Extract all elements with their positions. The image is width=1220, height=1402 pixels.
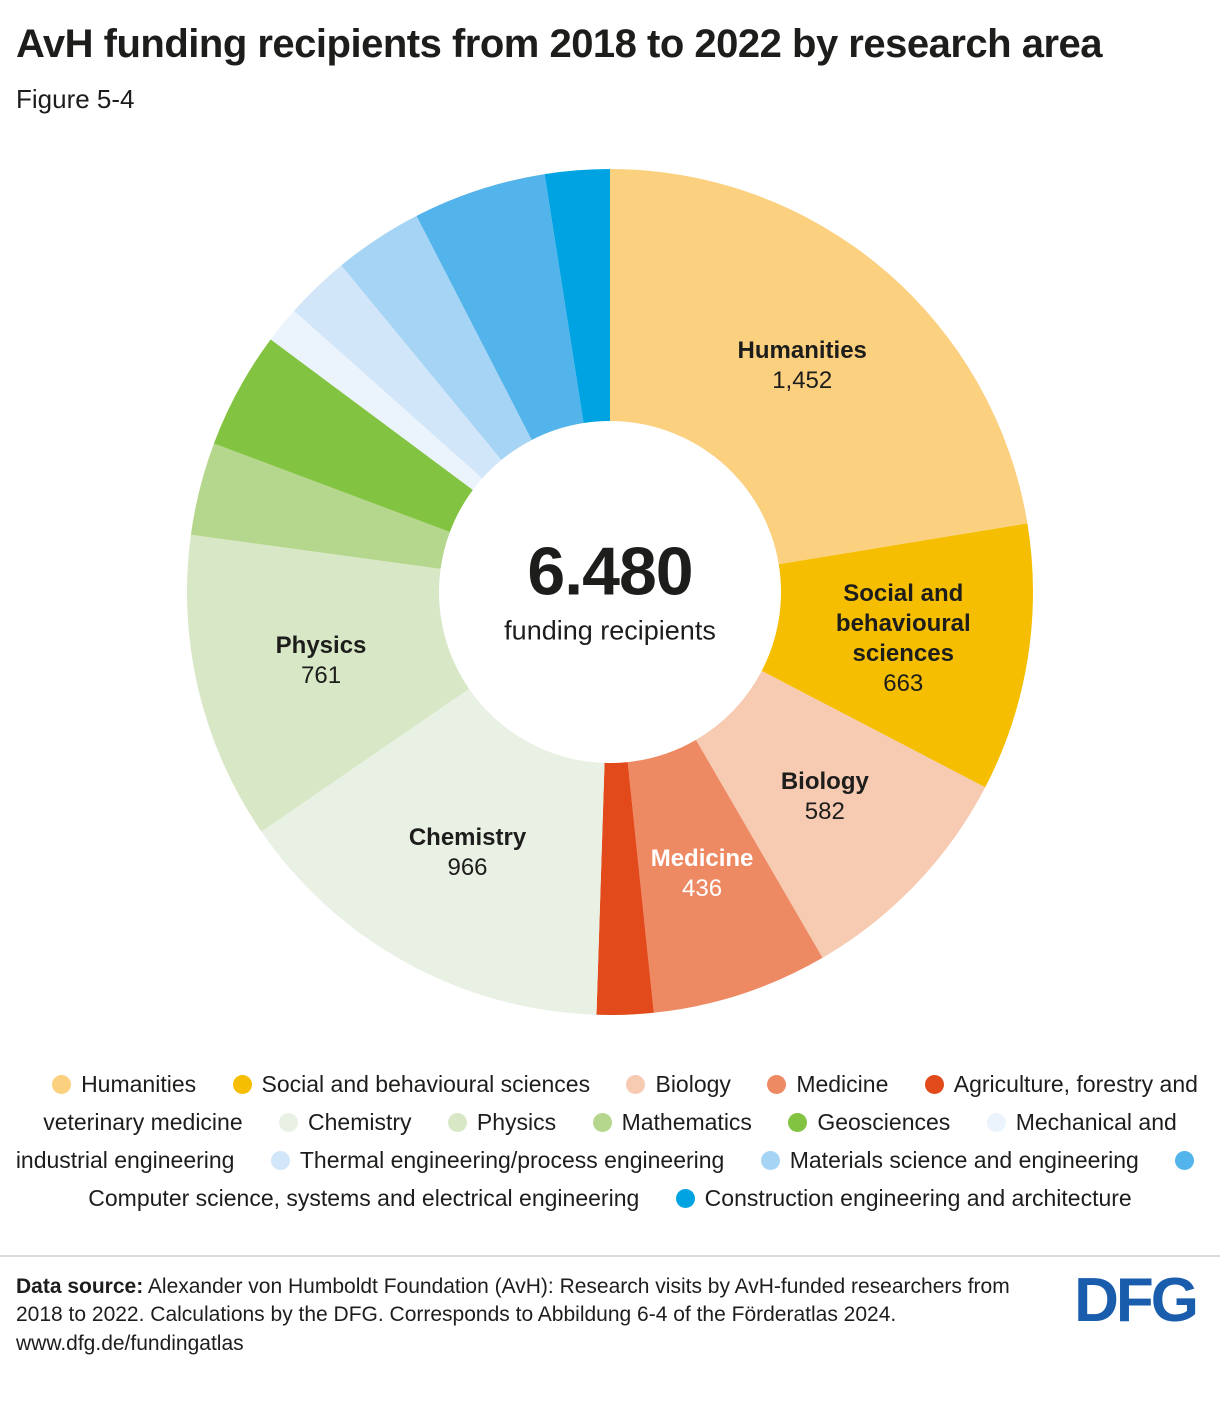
legend-swatch-icon (760, 1151, 780, 1170)
legend-swatch-icon (675, 1189, 695, 1208)
legend-item-7: Physics (418, 1109, 556, 1135)
pie-slice-13 (416, 174, 584, 440)
legend-label: Mathematics (621, 1109, 752, 1135)
source-label: Data source: (16, 1275, 144, 1298)
data-source: Data source: Alexander von Humboldt Foun… (16, 1273, 1016, 1358)
legend-label: Social and behavioural sciences (261, 1071, 591, 1097)
source-text: Alexander von Humboldt Foundation (AvH):… (16, 1275, 1010, 1327)
pie-slice-12 (341, 215, 532, 460)
legend-item-6: Chemistry (249, 1109, 412, 1135)
legend-item-5: Agriculture, forestry and veterinary med… (43, 1071, 1198, 1135)
legend-item-14: Construction engineering and architectur… (646, 1185, 1132, 1211)
pie-slice-2 (761, 523, 1034, 788)
legend-label: Humanities (81, 1071, 197, 1097)
legend-item-2: Social and behavioural sciences (203, 1071, 591, 1097)
pie-slice-11 (294, 265, 502, 479)
pie-slice-7 (186, 534, 470, 832)
pie-slice-9 (213, 339, 473, 532)
legend-label: Physics (476, 1109, 557, 1135)
legend-item-9: Geosciences (758, 1109, 950, 1135)
legend-label: Medicine (796, 1071, 889, 1097)
legend-label: Geosciences (817, 1109, 951, 1135)
legend-label: Thermal engineering/process engineering (299, 1147, 725, 1173)
figure-label: Figure 5-4 (16, 84, 135, 114)
legend-swatch-icon (1175, 1151, 1195, 1170)
legend-item-11: Thermal engineering/process engineering (241, 1147, 724, 1173)
legend-swatch-icon (986, 1113, 1006, 1132)
source-url: www.dfg.de/fundingatlas (16, 1331, 244, 1355)
pie-slice-10 (270, 310, 483, 490)
legend-item-12: Materials science and engineering (731, 1147, 1139, 1173)
pie-slice-1 (610, 169, 1028, 565)
pie-slice-5 (596, 762, 654, 1015)
legend-item-13: Computer science, systems and electrical… (88, 1147, 1204, 1211)
figure-footer: Data source: Alexander von Humboldt Foun… (0, 1255, 1220, 1358)
legend-item-4: Medicine (737, 1071, 888, 1097)
figure-header: AvH funding recipients from 2018 to 2022… (0, 0, 1220, 115)
legend-item-8: Mathematics (563, 1109, 752, 1135)
legend-swatch-icon (626, 1075, 646, 1094)
page-title: AvH funding recipients from 2018 to 2022… (16, 22, 1103, 66)
legend-item-3: Biology (596, 1071, 731, 1097)
legend-swatch-icon (270, 1151, 290, 1170)
legend-swatch-icon (924, 1075, 944, 1094)
legend-swatch-icon (447, 1113, 467, 1132)
pie-slice-3 (695, 670, 986, 958)
legend-item-1: Humanities (22, 1071, 196, 1097)
legend-label: Agriculture, forestry and veterinary med… (43, 1071, 1198, 1135)
legend-label: Materials science and engineering (789, 1147, 1139, 1173)
legend-label: Mechanical and industrial engineering (15, 1109, 1177, 1173)
legend-item-10: Mechanical and industrial engineering (16, 1109, 1177, 1173)
dfg-logo: DFG (1074, 1266, 1199, 1335)
pie-slice-4 (627, 739, 823, 1013)
pie-slice-14 (544, 169, 610, 424)
legend-label: Construction engineering and architectur… (704, 1185, 1132, 1211)
donut-svg (186, 169, 1034, 1015)
legend-swatch-icon (279, 1113, 299, 1132)
legend: Humanities Social and behavioural scienc… (8, 1065, 1212, 1217)
legend-label: Computer science, systems and electrical… (88, 1185, 640, 1211)
legend-label: Biology (655, 1071, 731, 1097)
legend-swatch-icon (788, 1113, 808, 1132)
donut-chart: Humanities 1,452 Social and behavioural sc… (185, 167, 1035, 1017)
pie-slice-8 (190, 443, 450, 569)
legend-swatch-icon (767, 1075, 787, 1094)
pie-slice-6 (261, 688, 605, 1015)
legend-label: Chemistry (308, 1109, 412, 1135)
legend-swatch-icon (592, 1113, 612, 1132)
legend-swatch-icon (232, 1075, 252, 1094)
legend-swatch-icon (52, 1075, 72, 1094)
